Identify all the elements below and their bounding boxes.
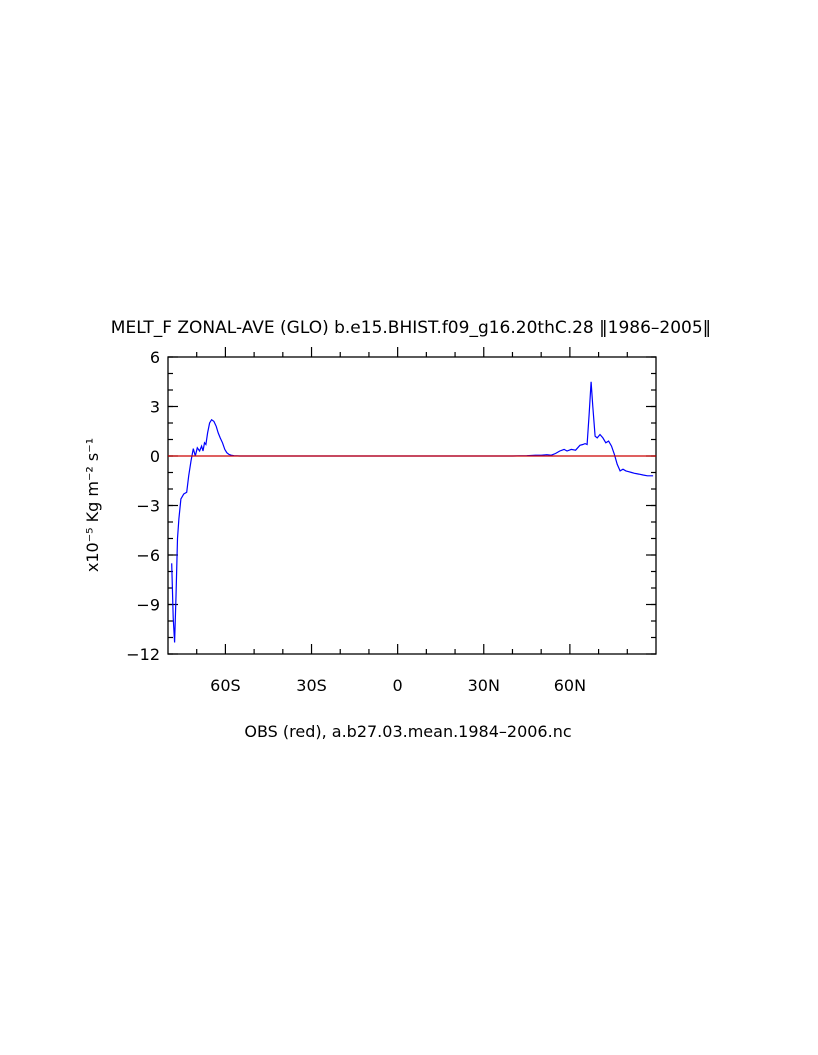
y-tick-label: −9 bbox=[136, 596, 160, 615]
x-tick-label: 30N bbox=[468, 676, 500, 695]
x-tick-label: 60N bbox=[554, 676, 586, 695]
y-tick-label: 6 bbox=[150, 348, 160, 367]
y-tick-label: −12 bbox=[126, 645, 160, 664]
y-tick-label: 3 bbox=[150, 398, 160, 417]
x-tick-label: 0 bbox=[393, 676, 403, 695]
y-tick-label: −3 bbox=[136, 497, 160, 516]
y-tick-label: −6 bbox=[136, 546, 160, 565]
y-tick-label: 0 bbox=[150, 447, 160, 466]
series-model-line bbox=[171, 381, 654, 643]
y-axis-label: x10⁻⁵ Kg m⁻² s⁻¹ bbox=[83, 438, 102, 572]
axis-ticks bbox=[168, 347, 656, 655]
x-tick-label: 60S bbox=[210, 676, 241, 695]
x-axis-label: OBS (red), a.b27.03.mean.1984–2006.nc bbox=[244, 722, 571, 741]
x-tick-label: 30S bbox=[296, 676, 327, 695]
chart-title: MELT_F ZONAL-AVE (GLO) b.e15.BHIST.f09_g… bbox=[111, 318, 711, 338]
y-tick-labels: 6 3 0 −3 −6 −9 −12 bbox=[126, 348, 160, 664]
series-layer bbox=[168, 381, 656, 643]
plot-frame bbox=[167, 356, 657, 655]
plot-area: 6 3 0 −3 −6 −9 −12 60S 30S 0 30N 60N bbox=[126, 347, 657, 695]
x-tick-labels: 60S 30S 0 30N 60N bbox=[210, 676, 586, 695]
